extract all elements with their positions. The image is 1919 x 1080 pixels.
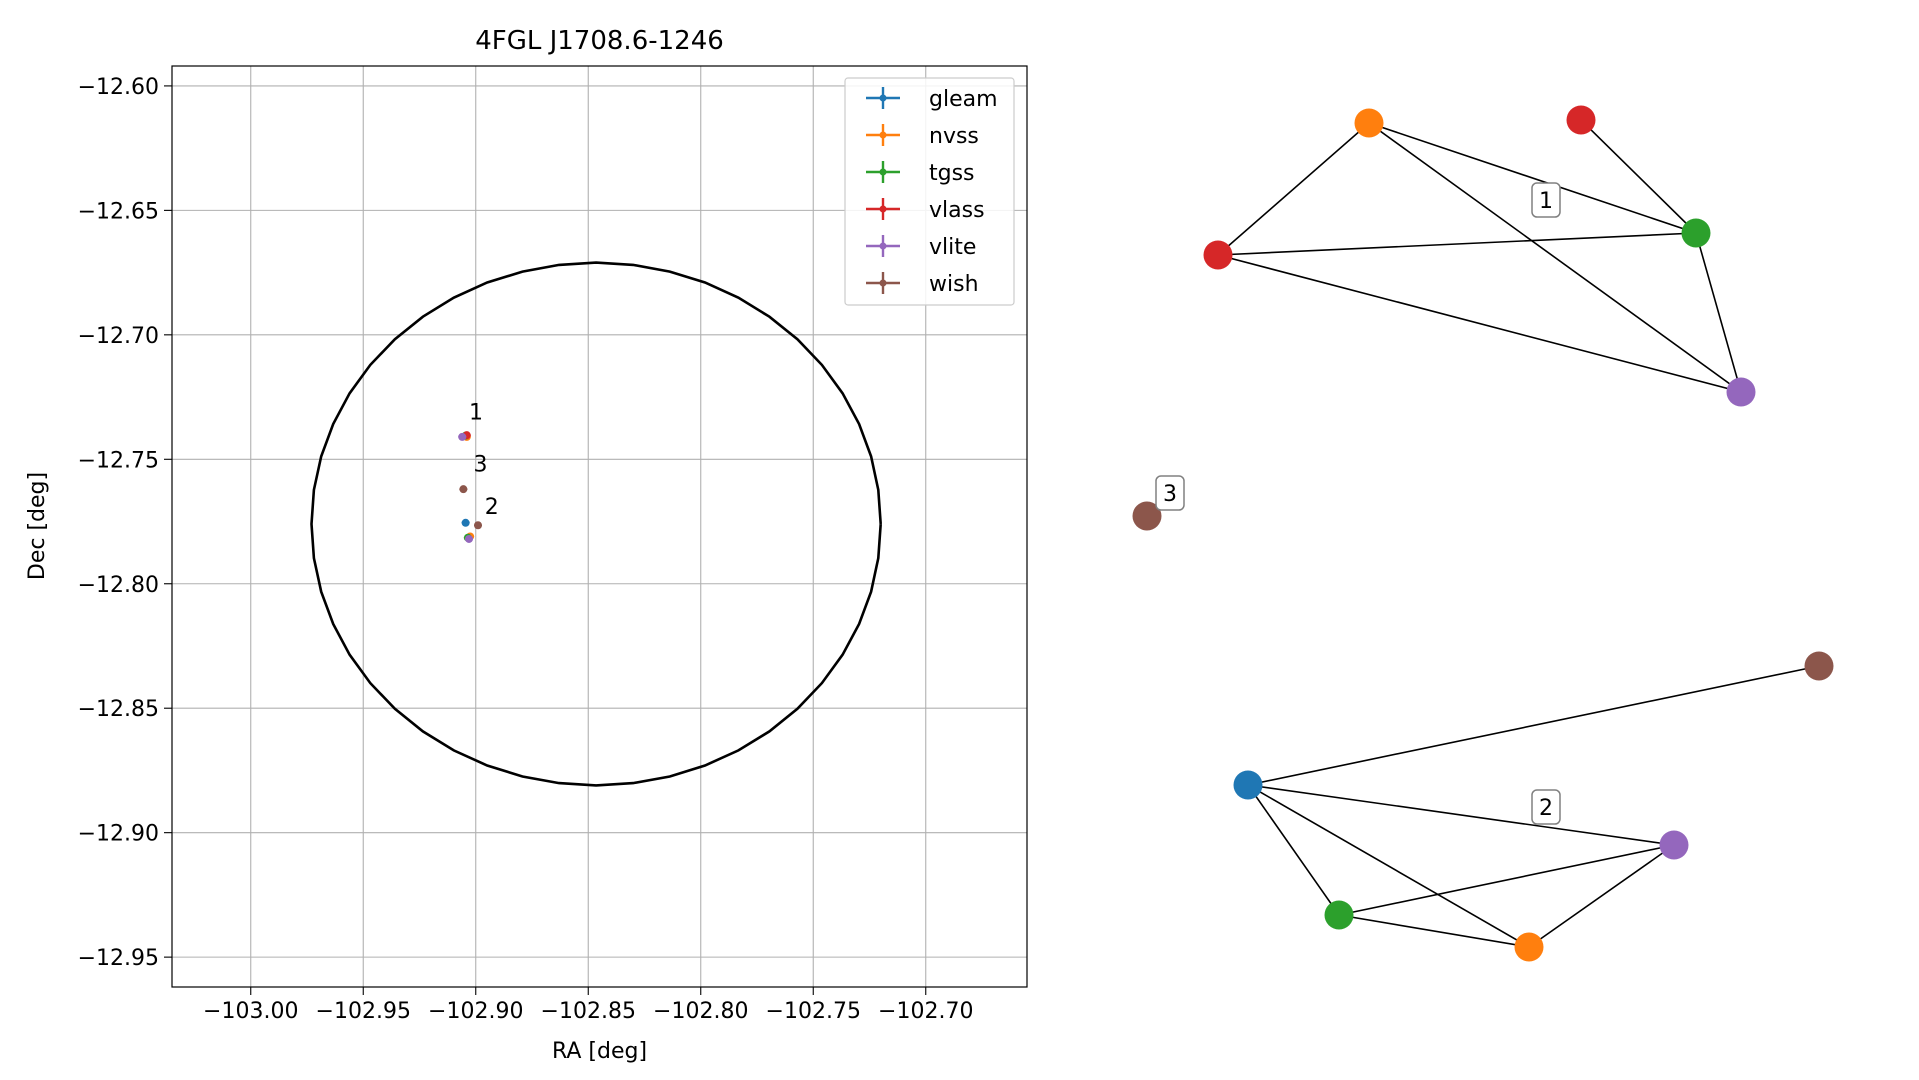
vlite-point	[458, 432, 467, 441]
legend-label: vlite	[929, 235, 976, 260]
network-edge	[1247, 665, 1820, 786]
error-ellipse	[310, 261, 882, 787]
group-label-box	[1531, 789, 1561, 825]
network-edge	[1217, 122, 1370, 256]
y-tick-label: −12.60	[78, 75, 159, 100]
wish-point	[459, 485, 468, 494]
network-edge	[1528, 844, 1675, 948]
network-edge	[1247, 784, 1340, 916]
x-tick-label: −102.95	[316, 999, 411, 1024]
network-edge	[1338, 914, 1530, 948]
grid	[172, 66, 1027, 987]
network-edge	[1368, 122, 1742, 393]
legend-label: gleam	[929, 87, 998, 112]
network-edge	[1217, 254, 1742, 393]
x-tick-label: −102.85	[541, 999, 636, 1024]
network-node-vlite	[1726, 377, 1756, 407]
legend-marker-nvss	[879, 131, 887, 139]
group-labels: 1 3 2	[1155, 182, 1561, 825]
network-node-tgss	[1324, 900, 1354, 930]
plot-frame	[171, 65, 1028, 988]
network-node-vlite	[1659, 830, 1689, 860]
y-tick-label: −12.85	[78, 697, 159, 722]
group-label-box	[1531, 182, 1561, 218]
legend-marker-vlass	[879, 205, 887, 213]
annotations: 1 3 2	[469, 400, 499, 520]
ellipse-layer	[310, 261, 882, 787]
y-tick-label: −12.75	[78, 448, 159, 473]
network-node-wish	[1132, 501, 1162, 531]
points-layer	[458, 431, 482, 543]
x-tick-label: −102.80	[653, 999, 748, 1024]
annotation-label: 2	[485, 495, 499, 520]
annotation-label: 1	[469, 400, 483, 425]
gleam-point	[461, 518, 470, 527]
group-label: 2	[1539, 796, 1553, 821]
legend-marker-wish	[879, 279, 887, 287]
network-node-vlass	[1566, 105, 1596, 135]
network-edge	[1338, 844, 1675, 916]
network-edge	[1695, 232, 1742, 393]
legend-entries: gleam nvss tgss vlass vlite wish	[866, 87, 998, 297]
chart-title: 4FGL J1708.6-1246	[475, 26, 724, 56]
y-tick-label: −12.90	[78, 822, 159, 847]
x-axis-label: RA [deg]	[552, 1039, 647, 1064]
y-tick-label: −12.95	[78, 946, 159, 971]
network-edge	[1247, 784, 1530, 948]
x-tick-label: −103.00	[203, 999, 298, 1024]
x-tick-label: −102.90	[428, 999, 523, 1024]
wish-point	[474, 521, 482, 530]
legend-label: tgss	[929, 161, 975, 186]
x-ticks: −103.00 −102.95 −102.90 −102.85 −102.80 −102.…	[203, 987, 973, 1024]
x-tick-label: −102.75	[766, 999, 861, 1024]
legend-marker-gleam	[879, 94, 887, 102]
vlite-point	[465, 534, 473, 543]
network-node-tgss	[1681, 218, 1711, 248]
network-edge	[1580, 119, 1697, 234]
scatter-panel: 132 −103.00 −102.95 −102.90 −102.85 −102.80−…	[25, 26, 1028, 1064]
network-node-nvss	[1514, 932, 1544, 962]
network-edge	[1247, 784, 1675, 846]
network-node-gleam	[1233, 770, 1263, 800]
network-nodes	[1132, 105, 1834, 962]
network-node-nvss	[1354, 108, 1384, 138]
annotation-label: 3	[474, 453, 488, 478]
legend-label: vlass	[929, 198, 985, 223]
group-label: 3	[1163, 482, 1177, 507]
legend-marker-tgss	[879, 168, 887, 176]
network-edge	[1217, 232, 1697, 256]
network-panel: 1 3 2	[1132, 105, 1834, 962]
legend-label: nvss	[929, 124, 979, 149]
group-label: 1	[1539, 189, 1553, 214]
y-tick-label: −12.70	[78, 324, 159, 349]
y-tick-label: −12.65	[78, 199, 159, 224]
network-node-wish	[1804, 651, 1834, 681]
legend-box	[844, 77, 1015, 306]
network-edges	[1217, 119, 1820, 948]
network-edge	[1368, 122, 1697, 234]
legend: gleam nvss tgss vlass vlite wish	[844, 77, 1015, 306]
y-ticks: −12.60 −12.65 −12.70 −12.75 −12.80 −12.85 −12.…	[78, 75, 172, 971]
legend-label: wish	[929, 272, 979, 297]
legend-marker-vlite	[879, 242, 887, 250]
network-node-vlass	[1203, 240, 1233, 270]
group-label-box	[1155, 475, 1185, 511]
x-tick-label: −102.70	[878, 999, 973, 1024]
y-axis-label: Dec [deg]	[25, 472, 50, 580]
y-tick-label: −12.80	[78, 573, 159, 598]
